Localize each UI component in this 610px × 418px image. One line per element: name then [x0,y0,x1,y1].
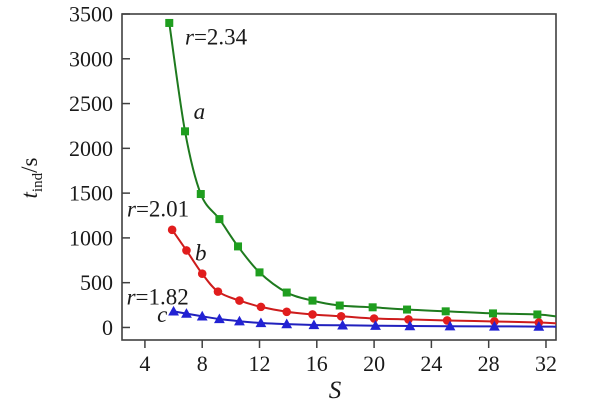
x-tick-label: 16 [306,351,328,376]
triangle-marker [489,320,500,331]
x-tick-label: 12 [249,351,271,376]
triangle-marker [404,320,416,331]
y-tick-label: 2500 [69,91,113,116]
x-axis: 4 8 12 16 20 24 28 32 [139,340,557,376]
square-marker [488,309,497,318]
square-marker [335,301,344,310]
x-tick-label: 20 [363,351,385,376]
x-tick-label: 8 [197,351,208,376]
r-label-b: r=2.01 [127,196,189,221]
plot-frame [121,13,557,341]
triangle-marker [533,321,545,331]
triangle-marker [168,305,179,316]
triangle-marker [308,319,320,330]
triangle-marker [255,317,267,328]
x-axis-title: S [329,377,342,404]
square-marker [441,307,450,316]
y-tick-label: 0 [102,315,113,340]
triangle-marker [213,313,225,324]
circle-marker [235,296,244,305]
y-tick-label: 1000 [69,225,113,250]
circle-marker [256,302,266,312]
square-marker [181,127,190,136]
circle-marker [336,311,346,321]
square-marker [196,190,205,199]
x-tick-label: 4 [139,351,150,376]
circle-marker [282,307,292,317]
square-marker [215,215,224,224]
series-a [168,22,557,318]
x-tick-label: 28 [478,351,500,376]
curve-label-c: c [157,302,167,327]
square-marker [282,288,291,297]
square-marker [533,310,542,319]
triangle-marker [444,320,456,331]
series-b-markers [167,225,544,327]
x-tick-label: 24 [420,351,442,376]
square-marker [165,18,174,27]
circle-marker [182,246,191,255]
circle-marker [404,315,413,324]
circle-marker [308,310,317,319]
triangle-marker [234,315,245,326]
circle-marker [369,314,379,323]
y-tick-label: 2000 [69,136,113,161]
series-b-line [171,229,557,325]
series-c-markers [168,305,545,331]
square-marker [255,268,264,277]
square-marker [308,296,317,305]
triangle-marker [196,310,208,321]
curve-label-b: b [195,240,207,265]
y-axis-title: tind/s [17,158,46,199]
y-tick-label: 3500 [69,2,113,27]
r-label-c: r=1.82 [127,285,189,310]
y-axis: 0 500 1000 1500 2000 2500 3000 3500 [69,2,130,340]
y-tick-label: 1500 [69,181,113,206]
circle-marker [167,225,177,235]
square-marker [234,242,243,251]
y-tick-label: 500 [80,270,113,295]
curve-label-a: a [194,99,206,124]
triangle-marker [181,308,192,318]
series-b [171,229,557,325]
series-a-line [168,22,557,318]
square-marker [403,305,412,314]
x-tick-label: 32 [535,351,557,376]
circle-marker [197,269,207,279]
triangle-marker [370,320,381,330]
circle-marker [213,287,223,296]
series-a-markers [165,18,542,319]
square-marker [368,303,377,312]
y-tick-label: 3000 [69,46,113,71]
triangle-marker [337,319,348,330]
triangle-marker [281,318,293,329]
r-label-a: r=2.34 [185,25,248,50]
